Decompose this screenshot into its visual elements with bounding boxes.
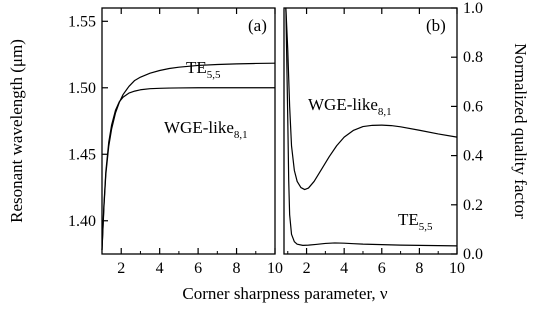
curve-label-wge-b: WGE-like8,1 <box>308 95 392 118</box>
y-tick-label: 1.55 <box>68 13 96 30</box>
curve-label-wge-a-main: WGE-like <box>164 118 234 137</box>
panel-b-curves <box>285 7 458 247</box>
y-axis-title-right: Normalized quality factor <box>511 43 530 219</box>
series-line-1 <box>285 7 458 247</box>
x-tick-label: 8 <box>233 260 241 277</box>
series-line-1 <box>101 87 275 251</box>
x-tick-label: 2 <box>303 260 311 277</box>
series-line-0 <box>285 7 458 191</box>
y-tick-label: 1.45 <box>68 146 96 163</box>
curve-label-wge-a: WGE-like8,1 <box>164 118 248 141</box>
curve-label-te-b-main: TE <box>398 210 419 229</box>
curve-label-wge-b-sub: 8,1 <box>378 106 392 118</box>
y-tick-label: 0.0 <box>463 246 483 263</box>
x-tick-label: 10 <box>267 260 283 277</box>
panel-b-label: (b) <box>426 16 446 35</box>
x-tick-label: 6 <box>194 260 202 277</box>
panel-a-curves <box>101 62 276 251</box>
x-axis-title: Corner sharpness parameter, ν <box>182 284 388 303</box>
y-tick-label: 0.8 <box>463 49 483 66</box>
x-tick-label: 8 <box>415 260 423 277</box>
panel-a-label: (a) <box>248 16 267 35</box>
x-tick-label: 2 <box>117 260 125 277</box>
x-tick-label: 4 <box>156 260 164 277</box>
y-tick-label: 1.0 <box>463 0 483 17</box>
curve-label-te-a-main: TE <box>186 58 207 77</box>
y-axis-title-left: Resonant wavelength (μm) <box>7 39 26 223</box>
panel-a: 2 4 6 8 10 1.40 1.45 1.50 1.55 (a) TE5,5 WGE-lik… <box>7 7 283 277</box>
curve-label-te-b: TE5,5 <box>398 210 433 233</box>
curve-label-wge-a-sub: 8,1 <box>234 129 248 141</box>
panel-b: 2 4 6 8 100.0 0.2 0.4 0.6 0.8 1.0 (b) WGE-like8,1… <box>283 0 530 277</box>
panel-b-ticks: 2 4 6 8 100.0 0.2 0.4 0.6 0.8 1.0 <box>287 0 483 277</box>
x-tick-label: 10 <box>449 260 465 277</box>
y-tick-label: 0.6 <box>463 98 483 115</box>
curve-label-wge-b-main: WGE-like <box>308 95 378 114</box>
curve-label-te-b-sub: 5,5 <box>419 221 433 233</box>
panel-a-ticks: 2 4 6 8 10 1.40 1.45 1.50 1.55 <box>68 8 283 277</box>
panel-b-frame <box>283 7 458 255</box>
curve-label-te-a-sub: 5,5 <box>207 69 221 81</box>
series-line-0 <box>101 62 276 251</box>
y-tick-label: 0.2 <box>463 197 483 214</box>
x-tick-label: 4 <box>340 260 348 277</box>
x-tick-label: 6 <box>378 260 386 277</box>
y-tick-label: 0.4 <box>463 148 483 165</box>
y-tick-label: 1.40 <box>68 213 96 230</box>
curve-label-te-a: TE5,5 <box>186 58 221 81</box>
y-tick-label: 1.50 <box>68 80 96 97</box>
panel-a-frame <box>101 7 276 255</box>
